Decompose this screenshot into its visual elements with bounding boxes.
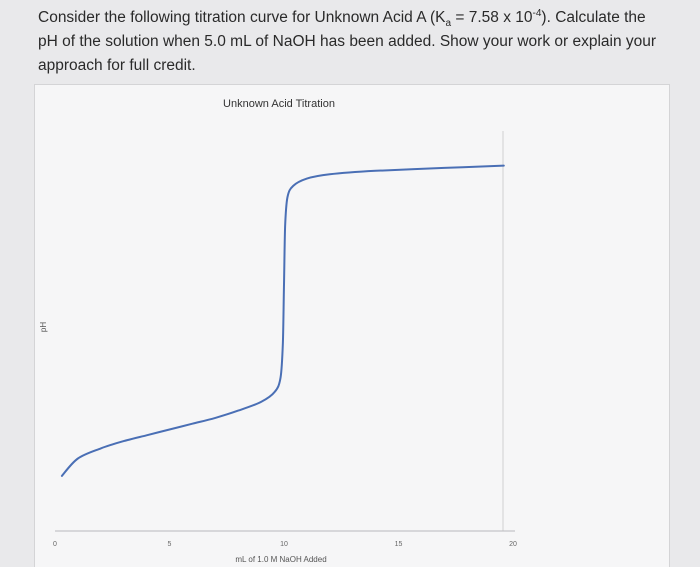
ka-value: = 7.58 x 10 [451,9,533,26]
chart-title: Unknown Acid Titration [223,98,335,110]
ka-exponent: -4 [532,7,542,19]
x-tick-label: 20 [509,541,517,548]
question-line1-post: ). Calculate the [541,9,646,26]
question-line2: pH of the solution when 5.0 mL of NaOH h… [38,33,657,50]
x-tick-label: 5 [168,541,172,548]
y-axis-label: pH [39,322,48,332]
question-line3: approach for full credit. [38,57,196,74]
x-tick-label: 10 [280,541,288,548]
titration-curve [60,164,505,477]
x-tick-label: 15 [395,541,403,548]
question-line1-pre: Consider the following titration curve f… [38,9,446,26]
chart-panel: Unknown Acid Titration pH mL of 1.0 M Na… [34,84,670,567]
x-axis-label: mL of 1.0 M NaOH Added [235,555,326,564]
question-text: Consider the following titration curve f… [38,6,678,78]
ka-subscript: a [445,18,452,30]
x-tick-label: 0 [53,541,57,548]
titration-chart: Unknown Acid Titration pH mL of 1.0 M Na… [39,98,517,564]
